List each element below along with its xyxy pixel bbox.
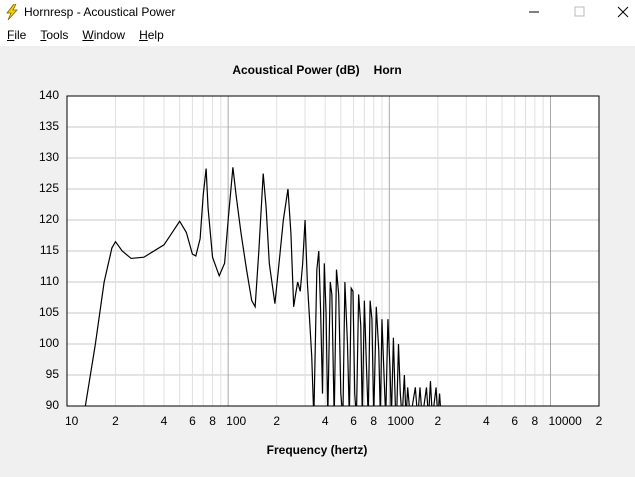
y-tick-label: 110	[40, 274, 59, 288]
x-tick-label: 8	[209, 414, 216, 428]
x-axis-title: Frequency (hertz)	[267, 443, 368, 457]
chart-title-main: Acoustical Power (dB)	[232, 63, 359, 77]
y-tick-label: 105	[39, 305, 59, 319]
menu-item[interactable]: Tools	[40, 28, 69, 42]
x-tick-label: 1000	[387, 414, 414, 428]
chart-subtitle: Horn	[374, 63, 402, 77]
y-tick-label: 120	[39, 212, 59, 226]
x-tick-label: 4	[161, 414, 168, 428]
y-tick-label: 95	[46, 367, 60, 381]
menu-item[interactable]: File	[7, 28, 27, 42]
data-line	[84, 167, 442, 406]
y-tick-label: 115	[40, 243, 59, 257]
x-tick-label: 6	[511, 414, 518, 428]
x-tick-label: 6	[189, 414, 196, 428]
close-button[interactable]	[617, 6, 629, 18]
y-tick-label: 130	[39, 150, 59, 164]
x-tick-label: 2	[273, 414, 280, 428]
x-tick-label: 6	[350, 414, 357, 428]
x-tick-label: 100	[226, 414, 246, 428]
y-tick-label: 140	[39, 88, 59, 102]
menu-item[interactable]: Help	[139, 28, 164, 42]
x-tick-label: 2	[596, 414, 603, 428]
x-tick-label: 2	[434, 414, 441, 428]
x-tick-label: 8	[370, 414, 377, 428]
window-controls	[529, 6, 629, 18]
y-tick-label: 125	[39, 181, 59, 195]
x-tick-label: 4	[322, 414, 329, 428]
x-tick-label: 8	[532, 414, 539, 428]
x-tick-label: 2	[112, 414, 119, 428]
menu-bar: File Tools Window Help	[0, 24, 635, 46]
app-icon	[6, 4, 18, 20]
maximize-button[interactable]	[574, 6, 585, 17]
y-tick-label: 135	[39, 119, 59, 133]
menu-item[interactable]: Window	[82, 28, 126, 42]
chart: Acoustical Power (dB) Horn Frequency (her…	[39, 63, 603, 457]
chart-title: Acoustical Power (dB) Horn	[232, 63, 401, 77]
y-tick-label: 90	[46, 398, 60, 412]
x-tick-label: 10	[65, 414, 79, 428]
window-title: Hornresp - Acoustical Power	[24, 5, 176, 19]
x-tick-label: 10000	[548, 414, 582, 428]
x-tick-label: 4	[483, 414, 490, 428]
y-tick-label: 100	[39, 336, 59, 350]
title-bar: Hornresp - Acoustical Power	[0, 0, 635, 24]
plot-border	[66, 95, 600, 407]
